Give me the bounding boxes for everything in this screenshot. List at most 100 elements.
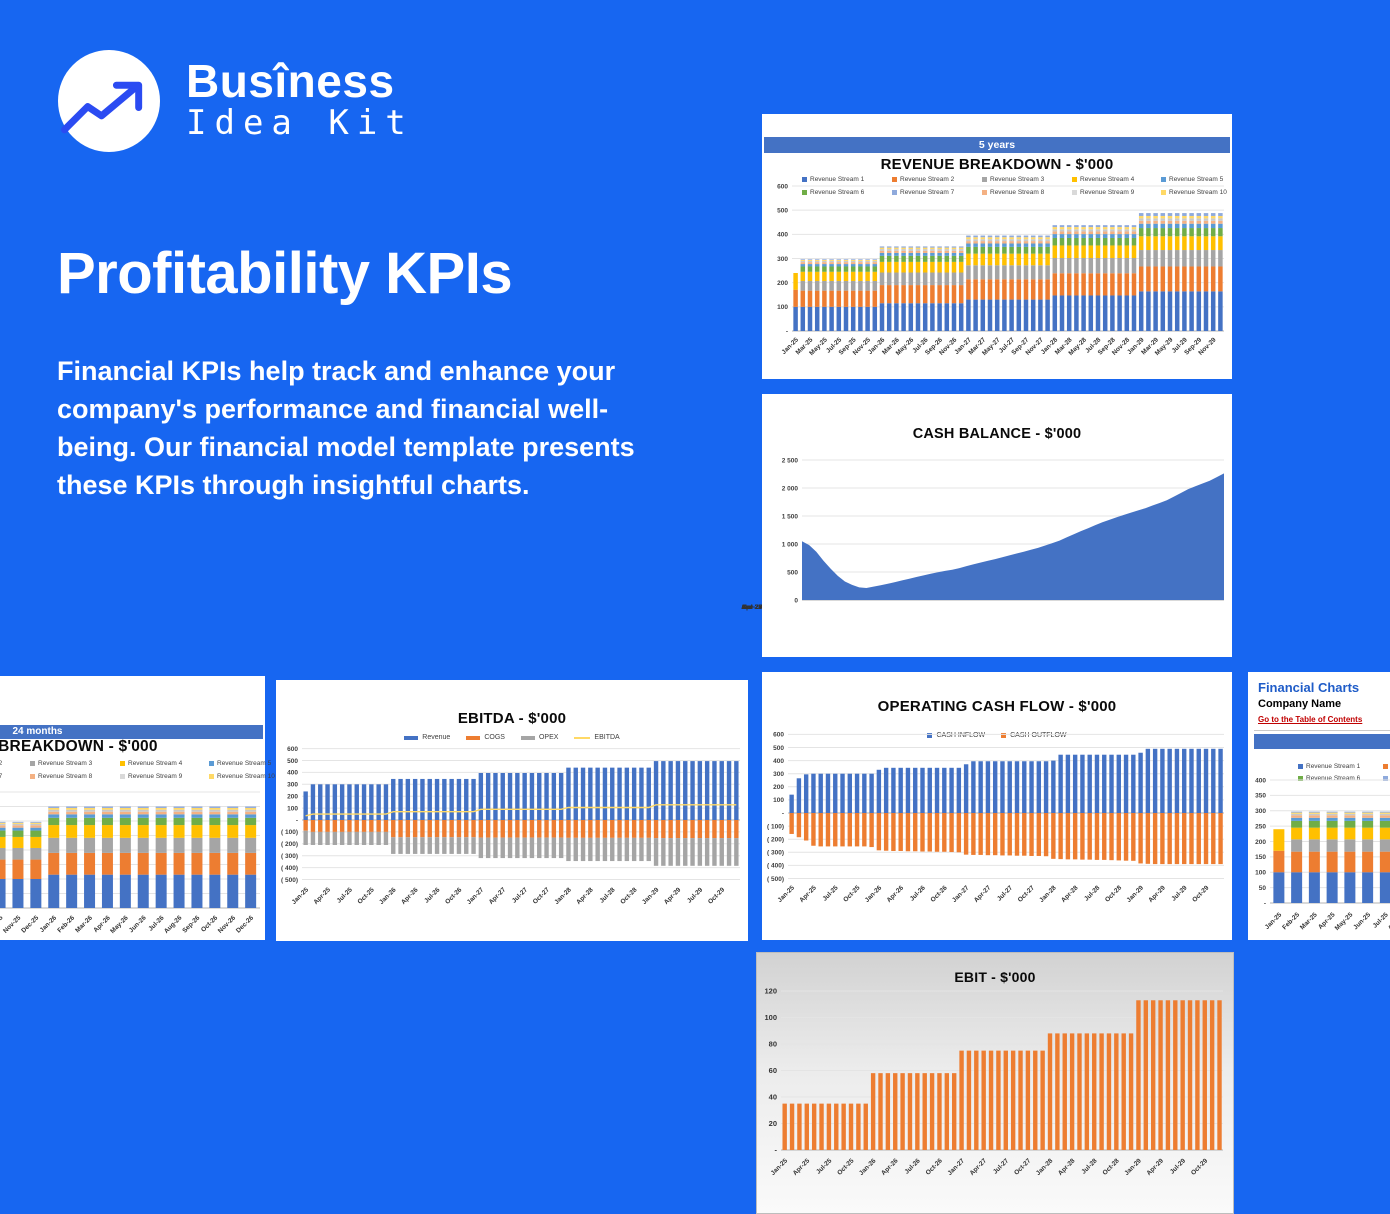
legend-label: EBITDA — [594, 734, 620, 741]
svg-text:Jul-26: Jul-26 — [904, 1157, 923, 1176]
svg-text:300: 300 — [1255, 808, 1266, 815]
svg-text:Apr-26: Apr-26 — [886, 884, 906, 904]
svg-text:Oct-26: Oct-26 — [925, 1157, 945, 1177]
svg-text:Oct-26: Oct-26 — [742, 604, 763, 611]
svg-text:Jan-29: Jan-29 — [641, 886, 661, 906]
svg-text:( 400): ( 400) — [281, 865, 298, 872]
svg-text:Apr-27: Apr-27 — [973, 884, 993, 904]
svg-text:600: 600 — [777, 183, 788, 190]
svg-text:Feb-26: Feb-26 — [56, 914, 76, 934]
svg-text:Dec-26: Dec-26 — [235, 914, 255, 934]
svg-text:Jul-29: Jul-29 — [686, 886, 705, 905]
svg-text:-: - — [786, 328, 788, 335]
legend-label: CASH INFLOW — [936, 732, 986, 739]
svg-text:Jul-25: Jul-25 — [743, 604, 762, 611]
svg-text:-: - — [775, 1145, 778, 1154]
brand-name-line1: Busîness — [186, 55, 395, 108]
svg-text:500: 500 — [287, 758, 298, 765]
svg-text:May-26: May-26 — [109, 914, 130, 935]
svg-text:Oct-25: Oct-25 — [742, 604, 763, 611]
svg-text:Jan-26: Jan-26 — [864, 884, 884, 904]
svg-text:Oct-27: Oct-27 — [1017, 884, 1037, 904]
svg-text:Apr-25: Apr-25 — [741, 604, 762, 611]
svg-text:Nov-26: Nov-26 — [217, 914, 238, 935]
svg-text:Apr-25: Apr-25 — [798, 884, 818, 904]
svg-text:Oct-26: Oct-26 — [929, 884, 949, 904]
legend-item: CASH OUTFLOW — [1001, 732, 1067, 739]
svg-text:Jul-29: Jul-29 — [1169, 1157, 1188, 1176]
svg-text:Jan-29: Jan-29 — [741, 604, 762, 611]
chart-title: OPERATING CASH FLOW - $'000 — [877, 698, 1117, 715]
chart-plot-cash-balance: 2 500 2 000 1 500 1 000 500 0 Jan-25Apr-25Jul-… — [741, 457, 1224, 611]
legend-swatch-icon — [466, 735, 481, 740]
chart-card-financial-charts-sheet: Financial Charts Company Name Go to the … — [1248, 672, 1390, 940]
chart-card-ebitda: EBITDA - $'000 Revenue COGS OPEX EBITDA 600… — [276, 680, 748, 941]
legend-item: EBITDA — [574, 734, 620, 741]
svg-text:200: 200 — [777, 280, 788, 287]
svg-text:Oct-29: Oct-29 — [1190, 1157, 1210, 1177]
svg-text:Oct-25: Oct-25 — [836, 1157, 856, 1177]
svg-text:500: 500 — [773, 745, 784, 752]
svg-text:( 400): ( 400) — [767, 863, 784, 870]
svg-text:Jan-28: Jan-28 — [741, 604, 762, 611]
svg-text:2 500: 2 500 — [782, 457, 799, 464]
svg-text:0: 0 — [794, 597, 798, 604]
svg-text:Jul-26: Jul-26 — [743, 604, 762, 611]
svg-text:100: 100 — [287, 805, 298, 812]
svg-text:Apr-27: Apr-27 — [741, 604, 762, 611]
legend-item: COGS — [466, 734, 505, 741]
legend-label: CASH OUTFLOW — [1010, 732, 1067, 739]
svg-text:Jan-28: Jan-28 — [1035, 1157, 1055, 1177]
svg-text:Jan-26: Jan-26 — [39, 914, 59, 934]
svg-text:May-25: May-25 — [1334, 911, 1355, 932]
company-name: Company Name — [1258, 698, 1342, 710]
divider — [1254, 730, 1390, 731]
svg-text:400: 400 — [773, 758, 784, 765]
svg-text:Jan-28: Jan-28 — [1038, 884, 1058, 904]
page-description: Financial KPIs help track and enhance yo… — [57, 356, 635, 500]
svg-text:120: 120 — [764, 986, 777, 995]
legend-label: Revenue — [422, 734, 451, 741]
brand-logo: Busîness Idea Kit — [58, 50, 414, 152]
svg-text:Jul-28: Jul-28 — [1083, 884, 1102, 903]
chart-title: CASH BALANCE - $'000 — [912, 426, 1082, 442]
svg-text:600: 600 — [773, 732, 784, 739]
svg-text:Apr-27: Apr-27 — [969, 1157, 989, 1177]
legend-label: OPEX — [538, 734, 559, 741]
svg-text:40: 40 — [769, 1092, 777, 1101]
svg-text:( 500): ( 500) — [767, 876, 784, 883]
svg-text:Apr-28: Apr-28 — [1060, 884, 1080, 904]
chart-title: EBIT - $'000 — [954, 969, 1036, 985]
svg-text:Jan-26: Jan-26 — [858, 1157, 878, 1177]
svg-text:Jun-25: Jun-25 — [1352, 911, 1372, 931]
svg-text:( 100): ( 100) — [767, 823, 784, 830]
chart-plot-revenue-breakdown-side: 400 350 300 250 200 150 100 50 - Jan-25Feb-25Mar-… — [1255, 777, 1390, 932]
svg-text:100: 100 — [764, 1013, 777, 1022]
svg-text:Jul-25: Jul-25 — [821, 884, 840, 903]
svg-text:400: 400 — [1255, 777, 1266, 784]
chart-legend: Revenue COGS OPEX EBITDA — [276, 734, 748, 741]
table-of-contents-link[interactable]: Go to the Table of Contents — [1258, 715, 1363, 724]
svg-text:Apr-25: Apr-25 — [792, 1157, 812, 1177]
svg-text:100: 100 — [773, 797, 784, 804]
chart-plot-operating-cash-flow: 600 500 400 300 200 100 - ( 100) ( 200) ( 300) ( 4… — [767, 732, 1224, 904]
poster-canvas: Busîness Idea Kit Profitability KPIs Fin… — [0, 50, 1390, 1214]
svg-text:Apr-25: Apr-25 — [312, 886, 332, 906]
chart-title: REVENUE BREAKDOWN - $'000 — [0, 738, 158, 755]
legend-swatch-icon — [574, 736, 591, 739]
svg-text:Mar-25: Mar-25 — [1299, 911, 1319, 931]
svg-text:100: 100 — [777, 304, 788, 311]
chart-plot-ebitda: 600 500 400 300 200 100 - ( 100) ( 200) ( 300) ( 4… — [281, 746, 740, 906]
svg-text:Oct-27: Oct-27 — [742, 604, 763, 611]
page-title: Profitability KPIs — [57, 241, 513, 306]
svg-text:200: 200 — [1255, 839, 1266, 846]
svg-text:Oct-25: Oct-25 — [357, 886, 377, 906]
svg-text:200: 200 — [287, 794, 298, 801]
legend-swatch-icon — [404, 735, 419, 740]
svg-text:Oct-27: Oct-27 — [532, 886, 552, 906]
svg-text:Jan-27: Jan-27 — [741, 604, 762, 611]
svg-text:Aug-26: Aug-26 — [163, 914, 184, 935]
svg-text:Feb-25: Feb-25 — [1281, 911, 1301, 931]
svg-text:Nov-25: Nov-25 — [2, 914, 23, 935]
chart-card-revenue-breakdown-5y: 5 years REVENUE BREAKDOWN - $'000 Revenu… — [762, 114, 1232, 379]
